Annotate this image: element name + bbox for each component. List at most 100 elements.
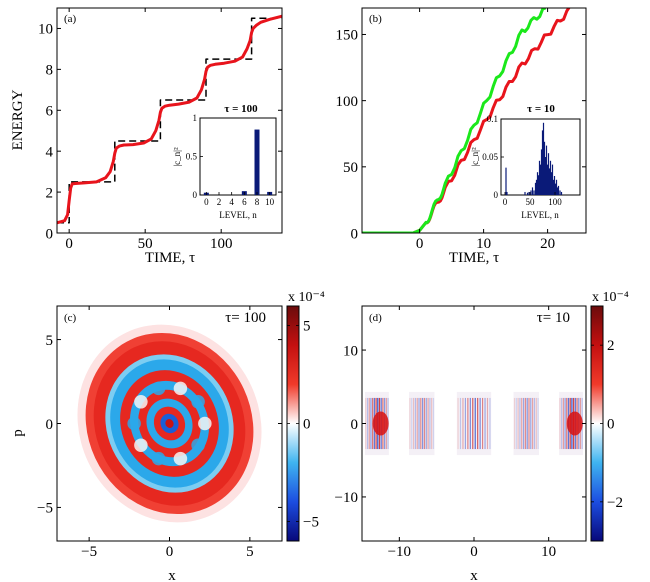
inset-b-bar [537,175,540,195]
wigner-edge-lobe [372,411,389,436]
inset-title-a: τ = 100 [224,103,258,115]
y-tick-label: 4 [46,144,54,160]
colorbar-tick-label: −2 [607,495,623,511]
axes-frame-a [56,7,283,234]
y-tick-label: −5 [37,501,53,517]
inset-a-x-tick-label: 10 [265,197,275,207]
x-tick-label: 50 [138,236,153,252]
y-tick-label: 0 [46,417,54,433]
inset-a-y-tick-label: 1 [193,113,198,123]
y-tick-label: 6 [46,104,54,120]
inset-a-x-tick-label: 4 [229,197,234,207]
inset-a-x-tick-label: 6 [242,197,247,207]
y-axis-label-c: p [10,429,26,437]
wigner-fringe-cluster [456,391,492,456]
inset-b-y-tick-label: 0.05 [482,152,498,162]
inset-b-bar [550,172,553,195]
inset-frame-a [199,117,277,196]
panel-label-a: (a) [64,13,77,25]
panel-d: −10 0 10 −10 0 10 (d) τ= 10 x −2 0 2 x 10⁻⁴ [335,290,629,582]
inset-b: 0 50 100 0 0.05 0.1 τ = 10 LEVEL, n |c_n|² [470,103,581,220]
x-tick-label: 0 [470,544,478,560]
inset-b-bar [506,191,508,195]
wigner-fringe-cluster [409,391,435,456]
inset-b-bar [543,141,546,195]
x-tick-label: 5 [246,544,254,560]
inset-b-bar [546,164,549,195]
inset-b-bar [559,190,561,195]
inset-b-bar [548,168,551,195]
inset-a-x-tick-label: 0 [204,197,209,207]
inset-b-x-tick-label: 50 [526,197,536,207]
wigner-lobe [173,451,188,466]
y-tick-label: 50 [343,160,358,176]
wigner-lobe [191,395,205,409]
inset-b-bar [557,185,560,195]
wigner-lobe [191,438,205,452]
x-tick-label: 20 [540,236,555,252]
colorbar-multiplier-c: x 10⁻⁴ [288,290,325,305]
y-tick-label: 100 [336,94,359,110]
inset-b-bar [554,183,557,195]
colorbar-tick-label: 2 [607,338,615,354]
inset-b-bar [556,187,559,195]
colorbar-multiplier-d: x 10⁻⁴ [592,290,629,305]
panel-b: 0 10 20 0 50 100 150 (b) TIME, τ 0 50 100 0 0.05 0.… [336,7,587,266]
y-tick-label: −10 [335,490,358,506]
wigner-lobe [173,381,188,396]
x-tick-label: 0 [166,544,174,560]
inset-b-bar [526,192,529,195]
wigner-fringe-cluster [513,391,539,456]
inset-b-bar [534,182,537,195]
inset-b-bar [535,179,538,195]
inset-b-bar [505,167,507,195]
panel-label-b: (b) [369,13,382,25]
inset-b-bar [549,160,552,195]
inset-b-bar [536,172,539,195]
x-tick-label: 10 [541,544,556,560]
inset-b-bar [545,145,548,195]
inset-a-y-tick-label: 0.5 [186,152,198,162]
inset-b-bar [538,160,541,195]
inset-xlabel-a: LEVEL, n [219,210,257,220]
inset-b-bar [528,191,530,195]
y-tick-label: 0 [351,226,359,242]
x-tick-label: 0 [416,236,424,252]
x-axis-label-b: TIME, τ [449,250,499,266]
inset-b-bar [552,179,555,195]
inset-b-bar [524,191,526,195]
inset-b-bar [560,191,563,195]
y-tick-label: 5 [46,333,54,349]
series-line-energy-b-green [362,8,547,233]
annotation-c: τ= 100 [225,310,266,326]
inset-b-x-tick-label: 0 [503,197,508,207]
y-tick-label: 2 [46,185,54,201]
x-tick-label: −5 [81,544,97,560]
x-tick-label: −10 [388,544,411,560]
wigner-map-d [364,391,584,456]
wigner-ring [165,419,174,428]
y-tick-label: 8 [46,63,54,79]
wigner-map-c [77,324,262,523]
y-tick-label: 0 [46,226,54,242]
series-line-energy-a [57,14,282,225]
inset-b-bar [553,176,556,195]
colorbar-tick-label: 0 [303,417,311,433]
x-axis-label-d: x [470,568,478,582]
inset-b-bar [540,149,543,195]
inset-a-y-tick-label: 0 [193,190,198,200]
inset-b-bar [542,122,545,195]
y-tick-label: 10 [38,22,53,38]
x-axis-label-a: TIME, τ [145,250,195,266]
panel-c: −5 0 5 −5 0 5 (c) τ= 100 x p −5 0 5 x 10⁻⁴ [10,290,325,582]
y-tick-label: 0 [351,417,359,433]
inset-b-y-tick-label: 0.1 [487,114,498,124]
colorbar-tick-label: 0 [607,417,615,433]
inset-b-bar [547,153,550,195]
x-axis-label-c: x [168,568,176,582]
inset-b-x-tick-label: 100 [548,197,562,207]
inset-b-bar [555,179,558,195]
